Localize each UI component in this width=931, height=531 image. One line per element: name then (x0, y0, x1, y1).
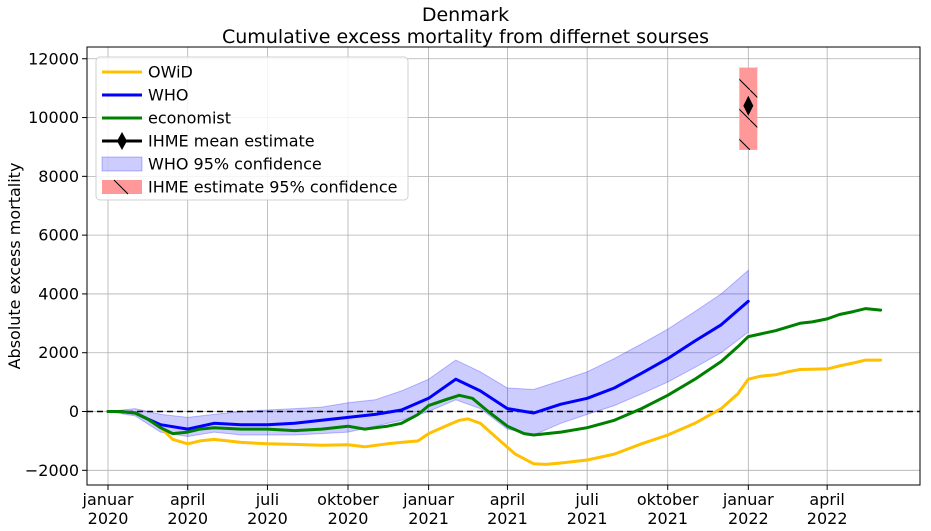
legend: OWiD WHO economist IHME mean estimate WHO 95… (95, 56, 409, 201)
x-tick-label-month: juli (574, 490, 598, 509)
plot-frame (86, 46, 921, 486)
y-tick-label: 2000 (38, 343, 79, 362)
x-tick-label-month: oktober (317, 490, 379, 509)
legend-hatch-ihme-ci (113, 179, 129, 195)
x-tick-label-month: juli (255, 490, 279, 509)
legend-swatch-ihme-ci (102, 180, 142, 194)
x-tick-label-year: 2020 (247, 509, 288, 528)
legend-label-who-ci: WHO 95% confidence (148, 155, 322, 174)
legend-label-who: WHO (148, 86, 188, 105)
y-tick-label: 8000 (38, 167, 79, 186)
series-lines (106, 299, 883, 466)
y-tick-label: −2000 (25, 461, 79, 480)
y-axis-label: Absolute excess mortality (5, 163, 24, 370)
x-tick-label-year: 2021 (567, 509, 608, 528)
x-tick-label-month: april (170, 490, 205, 509)
legend-label-economist: economist (148, 109, 231, 128)
legend-label-ihme-ci: IHME estimate 95% confidence (148, 178, 397, 197)
x-tick-label-year: 2021 (647, 509, 688, 528)
x-tick-label-year: 2022 (807, 509, 848, 528)
x-tick-label-year: 2021 (487, 509, 528, 528)
x-tick-label-month: april (809, 490, 844, 509)
chart-title: Denmark (421, 4, 510, 26)
x-tick-label-month: januar (402, 490, 454, 509)
legend-label-ihme-mean: IHME mean estimate (148, 132, 315, 151)
y-tick-label: 4000 (38, 284, 79, 303)
x-tick-label-month: oktober (637, 490, 699, 509)
axis-ticks: −2000020004000600080001000012000januar20… (25, 49, 848, 528)
x-tick-label-month: januar (82, 490, 134, 509)
y-tick-label: 12000 (28, 49, 79, 68)
economist-line (106, 307, 883, 437)
legend-label-owid: OWiD (148, 63, 193, 82)
legend-box (95, 56, 409, 201)
chart-subtitle: Cumulative excess mortality from differn… (222, 26, 709, 48)
ihme-mean-marker (743, 95, 754, 116)
x-tick-label-year: 2020 (88, 509, 129, 528)
x-tick-label-year: 2021 (408, 509, 449, 528)
who-line (106, 299, 750, 431)
x-tick-label-year: 2022 (728, 509, 769, 528)
owid-line (106, 358, 883, 466)
legend-marker-ihme-mean (117, 132, 127, 150)
x-tick-label-year: 2020 (328, 509, 369, 528)
y-tick-label: 6000 (38, 226, 79, 245)
y-tick-label: 0 (69, 402, 79, 421)
x-tick-label-month: januar (722, 490, 774, 509)
x-tick-label-year: 2020 (167, 509, 208, 528)
y-tick-label: 10000 (28, 108, 79, 127)
x-tick-label-month: april (490, 490, 525, 509)
legend-swatch-who-ci (101, 156, 143, 172)
ihme-estimate (739, 67, 758, 150)
